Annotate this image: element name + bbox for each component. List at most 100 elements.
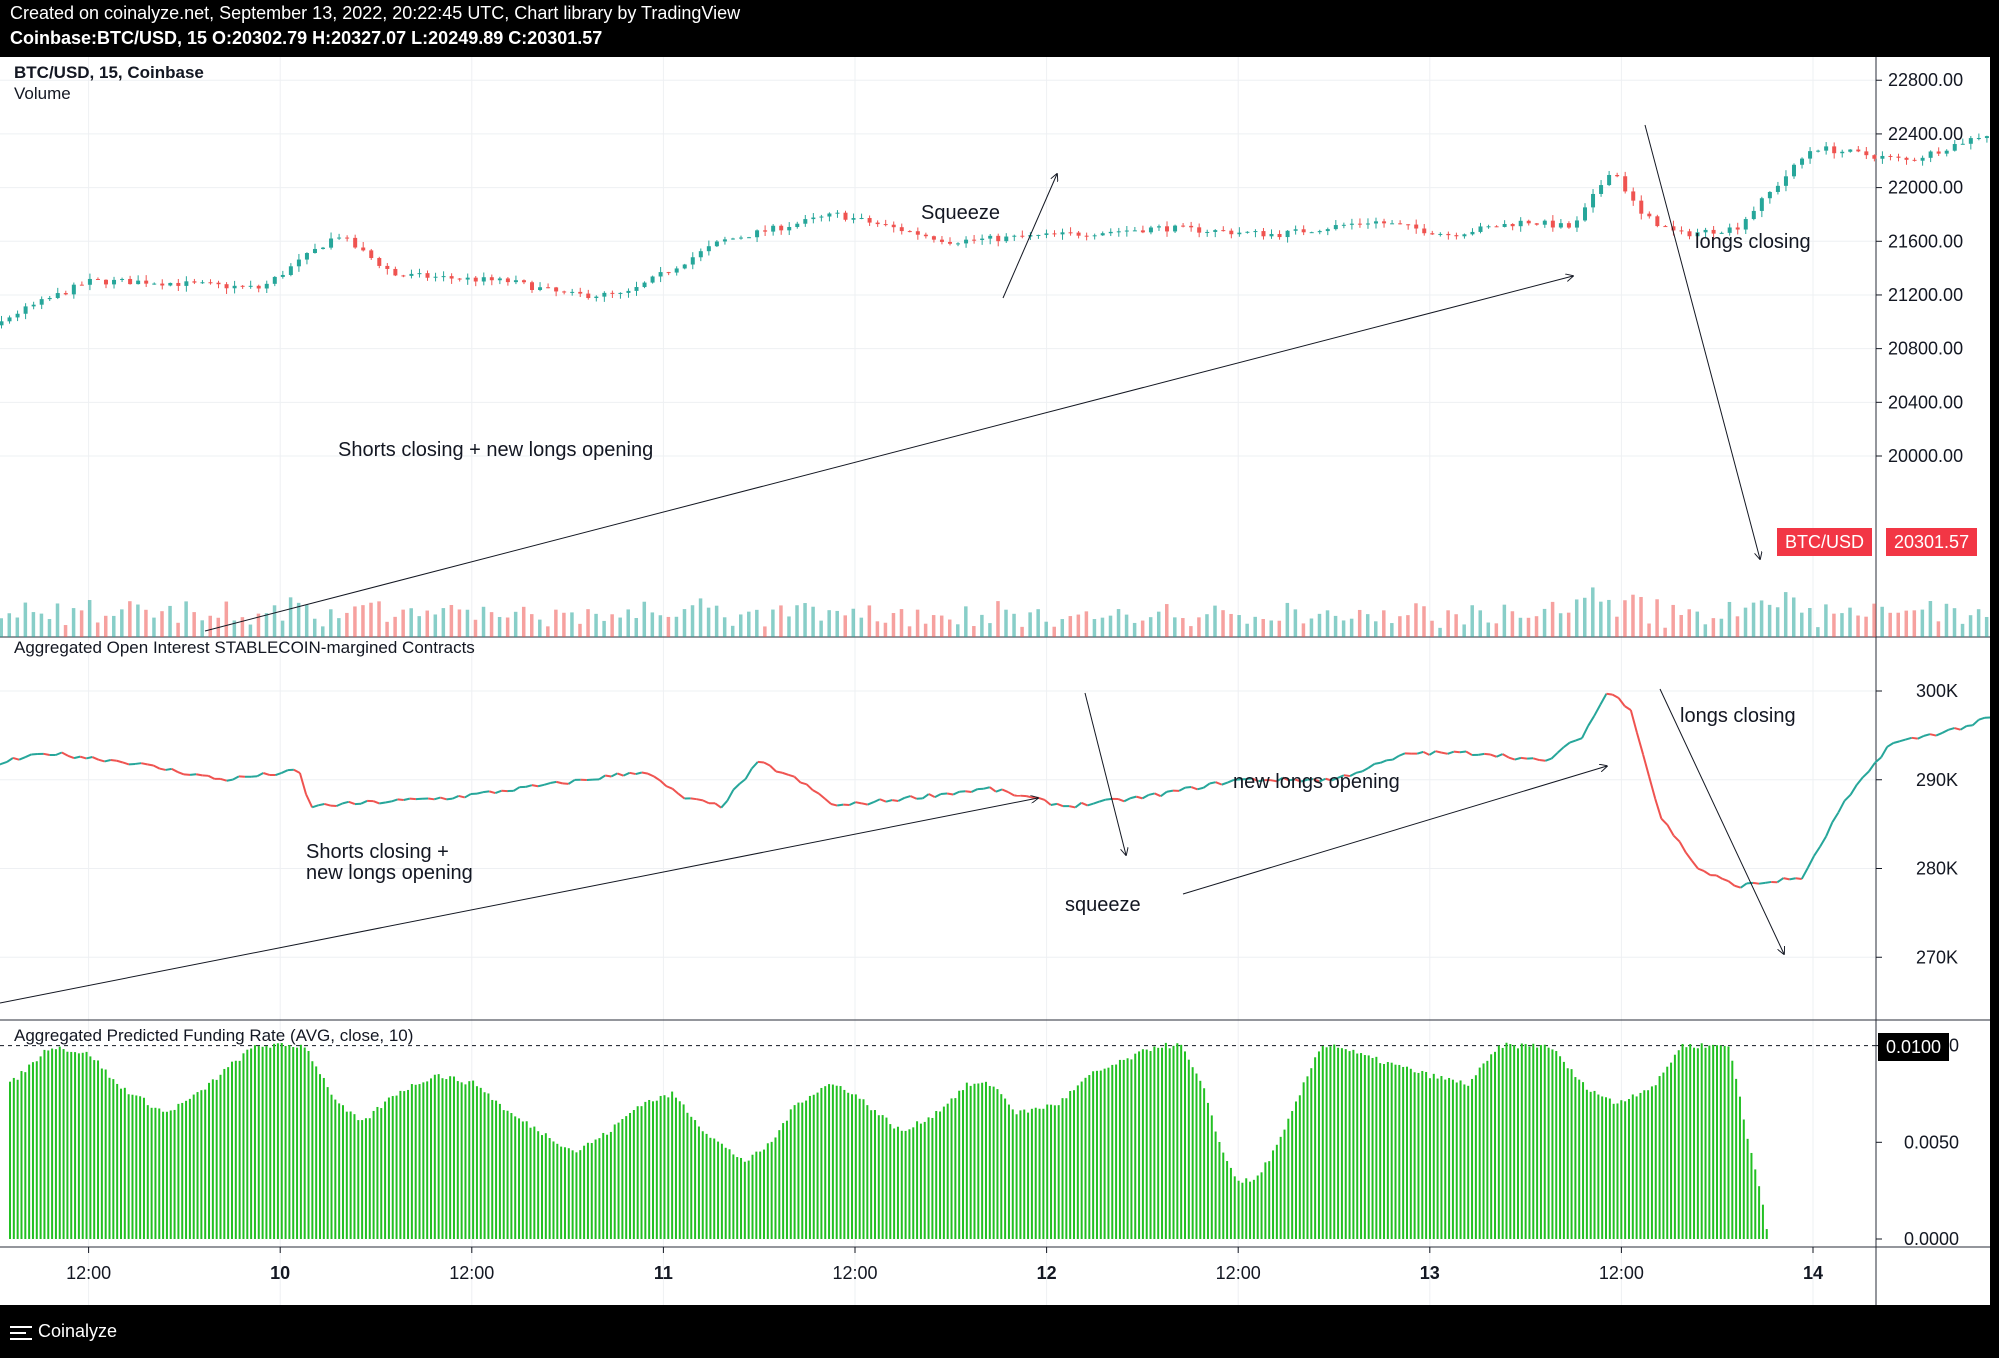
candle-body xyxy=(578,291,583,294)
funding-bar xyxy=(1019,1110,1022,1239)
funding-bar xyxy=(1195,1073,1198,1239)
funding-bar xyxy=(253,1045,256,1239)
funding-bar xyxy=(1478,1067,1481,1239)
volume-bar xyxy=(1181,618,1185,637)
oi-line-segment xyxy=(983,786,991,790)
candle-body xyxy=(1888,155,1893,157)
volume-bar xyxy=(698,598,703,637)
brand-label: Coinalyze xyxy=(38,1321,118,1341)
candle-body xyxy=(1800,158,1805,165)
oi-line-segment xyxy=(1556,746,1565,754)
volume-bar xyxy=(1277,620,1282,637)
oi-line-segment xyxy=(1722,877,1729,883)
funding-pane-title: Aggregated Predicted Funding Rate (AVG, … xyxy=(14,1026,414,1045)
funding-bar xyxy=(1252,1179,1255,1239)
oi-line-segment xyxy=(1941,728,1949,734)
volume-bar xyxy=(1374,621,1378,637)
funding-bar xyxy=(1662,1072,1665,1239)
volume-bar xyxy=(530,614,534,637)
funding-bar xyxy=(1099,1070,1102,1239)
funding-bar xyxy=(740,1157,743,1239)
oi-line-segment xyxy=(537,783,545,788)
funding-bar xyxy=(866,1105,869,1239)
candle-body xyxy=(192,281,197,283)
funding-bar xyxy=(1582,1082,1585,1239)
funding-bar xyxy=(315,1066,318,1239)
funding-bar xyxy=(464,1084,467,1239)
time-tick-label: 10 xyxy=(270,1263,290,1283)
volume-bar xyxy=(39,613,44,637)
funding-bar xyxy=(1551,1049,1554,1239)
volume-bar xyxy=(136,604,140,637)
oi-line-segment xyxy=(671,787,680,795)
volume-bar xyxy=(1607,599,1611,637)
candle-body xyxy=(1213,230,1218,232)
funding-bar xyxy=(491,1099,494,1239)
funding-bar xyxy=(1287,1118,1290,1239)
volume-bar xyxy=(859,617,864,637)
time-tick-label: 12:00 xyxy=(449,1263,494,1283)
candle-body xyxy=(1526,220,1531,224)
oi-line-segment xyxy=(110,759,117,762)
oi-line-segment xyxy=(1599,693,1608,706)
funding-bar xyxy=(935,1110,938,1239)
funding-bar xyxy=(39,1056,42,1239)
oi-line-segment xyxy=(696,798,704,802)
funding-bar xyxy=(31,1062,34,1239)
volume-bar xyxy=(1004,609,1008,637)
funding-bar xyxy=(1256,1175,1259,1239)
funding-bar xyxy=(912,1127,915,1239)
funding-tag-value: 0.0100 xyxy=(1878,1033,1950,1061)
funding-bar xyxy=(1046,1104,1049,1239)
candle-body xyxy=(795,223,800,228)
oi-line-segment xyxy=(1954,727,1961,731)
oi-line-segment xyxy=(232,775,240,781)
volume-bar xyxy=(369,602,373,637)
chart-svg[interactable]: 20000.00 20400.00 20800.00 21200.00 21600.00… xyxy=(0,57,1990,1305)
annotation-shorts-closing-oi-1: Shorts closing + xyxy=(306,841,449,863)
oi-line-segment xyxy=(1026,795,1033,799)
funding-bar xyxy=(579,1150,582,1239)
oi-line-segment xyxy=(1435,750,1442,754)
funding-bar xyxy=(1539,1045,1542,1239)
oi-line-segment xyxy=(531,784,539,788)
chart-area[interactable]: 20000.00 20400.00 20800.00 21200.00 21600.00… xyxy=(0,57,1990,1305)
volume-bar xyxy=(1751,602,1756,637)
funding-bar xyxy=(717,1141,720,1239)
candle-body xyxy=(1711,229,1716,234)
candle-body xyxy=(1165,226,1170,232)
candle-body xyxy=(1912,159,1917,161)
funding-bar xyxy=(211,1079,214,1239)
oi-line-segment xyxy=(1825,821,1834,837)
funding-bar xyxy=(456,1081,459,1239)
oi-line-segment xyxy=(1185,786,1192,789)
oi-line-segment xyxy=(147,763,154,767)
funding-bar xyxy=(1528,1046,1531,1239)
volume-bar xyxy=(875,621,880,637)
funding-bar xyxy=(1574,1077,1577,1239)
funding-bar xyxy=(479,1087,482,1239)
oi-line-segment xyxy=(873,798,881,804)
funding-bar xyxy=(1130,1059,1133,1239)
candle-body xyxy=(1052,233,1057,235)
oi-line-segment xyxy=(1520,756,1528,760)
price-tick-label: 20800.00 xyxy=(1888,339,1963,359)
oi-line-segment xyxy=(494,789,502,795)
funding-bar xyxy=(1229,1167,1232,1239)
oi-line-segment xyxy=(934,793,942,799)
volume-bar xyxy=(1542,608,1547,637)
funding-bar xyxy=(1057,1105,1060,1239)
funding-bar xyxy=(280,1043,283,1239)
candle-body xyxy=(634,287,639,291)
annotation-shorts-closing-price: Shorts closing + new longs opening xyxy=(338,439,654,461)
candle-body xyxy=(859,217,864,219)
funding-bar xyxy=(805,1100,808,1239)
brand-link[interactable]: Coinalyze xyxy=(10,1321,117,1342)
candle-body xyxy=(1237,232,1242,235)
oi-tick-label: 300K xyxy=(1916,681,1958,701)
volume-bar xyxy=(521,606,526,637)
funding-bar xyxy=(368,1118,371,1239)
funding-bar xyxy=(1329,1046,1332,1239)
funding-bar xyxy=(1325,1047,1328,1239)
oi-line-segment xyxy=(1765,880,1772,884)
